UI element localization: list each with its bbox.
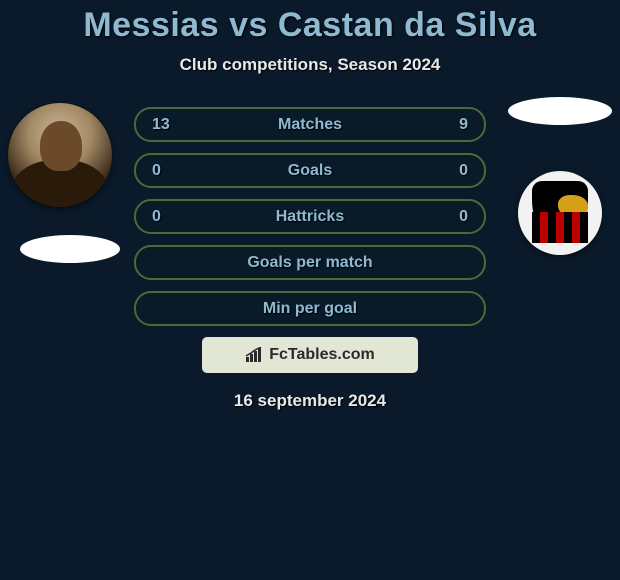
stat-left-value: 0 (152, 162, 178, 180)
stat-rows: 13 Matches 9 0 Goals 0 0 Hattricks 0 Goa… (134, 107, 486, 326)
stat-label: Goals per match (152, 254, 468, 272)
bar-chart-icon (245, 347, 265, 363)
stat-right-value: 0 (442, 208, 468, 226)
comparison-panel: 13 Matches 9 0 Goals 0 0 Hattricks 0 Goa… (0, 107, 620, 411)
avatar-head-shape (40, 121, 82, 171)
stat-label: Min per goal (152, 300, 468, 318)
player-right-avatar-placeholder (508, 97, 612, 125)
stat-label: Goals (178, 162, 442, 180)
stat-row-hattricks: 0 Hattricks 0 (134, 199, 486, 234)
stat-row-matches: 13 Matches 9 (134, 107, 486, 142)
player-left-club-placeholder (20, 235, 120, 263)
club-stripes-shape (532, 212, 588, 243)
player-left-avatar (8, 103, 112, 207)
page-title: Messias vs Castan da Silva (0, 0, 620, 45)
club-shield-shape (532, 181, 588, 243)
stat-row-goals-per-match: Goals per match (134, 245, 486, 280)
season-subtitle: Club competitions, Season 2024 (0, 55, 620, 75)
stat-row-min-per-goal: Min per goal (134, 291, 486, 326)
stat-label: Hattricks (178, 208, 442, 226)
player-right-club-badge (518, 171, 602, 255)
stat-label: Matches (178, 116, 442, 134)
stat-row-goals: 0 Goals 0 (134, 153, 486, 188)
stat-left-value: 0 (152, 208, 178, 226)
watermark-badge: FcTables.com (202, 337, 418, 373)
date-text: 16 september 2024 (0, 391, 620, 411)
stat-right-value: 9 (442, 116, 468, 134)
stat-left-value: 13 (152, 116, 178, 134)
watermark-text: FcTables.com (269, 346, 375, 364)
stat-right-value: 0 (442, 162, 468, 180)
